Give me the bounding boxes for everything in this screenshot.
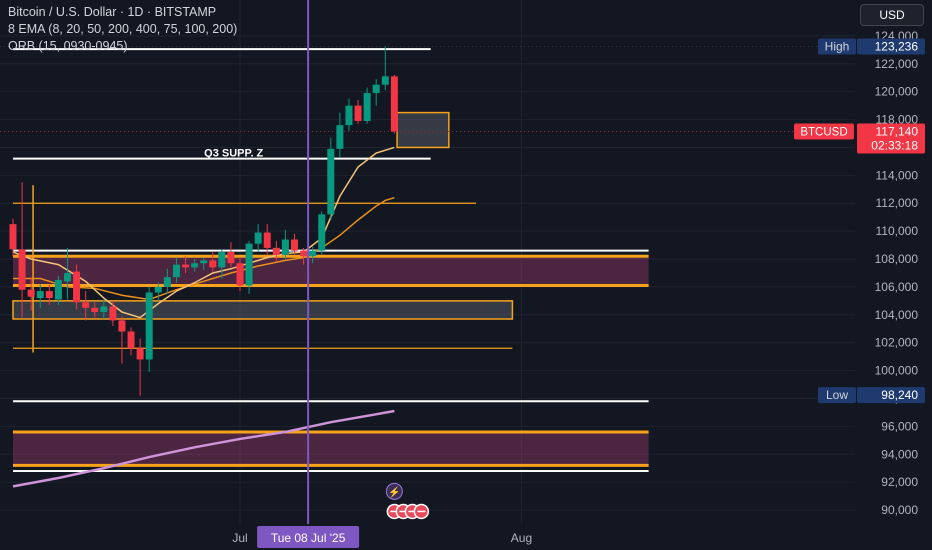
y-tick-label: 90,000 (881, 503, 918, 517)
candle-body (363, 93, 371, 121)
candle-body (73, 271, 81, 303)
last-price-tag (857, 123, 925, 154)
symbol-tag-label: BTCUSD (800, 127, 847, 139)
y-tick-label: 112,000 (876, 196, 919, 210)
candle-body (390, 76, 398, 132)
candle-body (309, 250, 317, 257)
candle-body (109, 306, 117, 321)
range-box (12, 300, 514, 320)
high-tag-label: High (825, 40, 850, 54)
candle-body (345, 105, 353, 126)
candle-body (354, 105, 362, 121)
symbol-title[interactable]: Bitcoin / U.S. Dollar · 1D · BITSTAMP (8, 5, 217, 19)
candle-body (63, 272, 71, 282)
candle-body (82, 302, 90, 308)
high-tag (818, 38, 856, 55)
candle-body (18, 249, 26, 290)
candle-body (54, 279, 62, 300)
candle-body (272, 247, 280, 255)
y-tick-label: 102,000 (875, 336, 919, 350)
ema-mid-line (13, 196, 395, 301)
x-tick-label: Jul (232, 531, 247, 545)
candle-body (281, 239, 289, 255)
low-value-tag (857, 387, 925, 404)
ai-event-icon (385, 482, 403, 500)
currency-button[interactable]: USD (860, 4, 924, 26)
candle-body (136, 348, 144, 360)
candle-body (327, 148, 335, 215)
y-tick-label: 92,000 (881, 475, 918, 489)
candle-body (27, 289, 35, 297)
y-tick-label: 122,000 (875, 57, 919, 71)
candle-body (154, 286, 162, 293)
countdown-timer: 02:33:18 (871, 139, 918, 153)
low-tag-label: Low (826, 388, 848, 402)
candle-body (372, 84, 380, 94)
support-zone (13, 256, 649, 286)
candle-body (263, 232, 271, 248)
y-tick-label: 106,000 (875, 280, 919, 294)
y-tick-label: 120,000 (875, 85, 919, 99)
crosshair-date-tag (257, 526, 360, 548)
candle-body (163, 277, 171, 287)
candle-body (118, 320, 126, 332)
candle-body (45, 291, 53, 299)
candle-body (236, 263, 244, 286)
price-axis-background (855, 0, 932, 550)
candle-body (209, 260, 217, 268)
candle-body (172, 264, 180, 278)
candle-body (91, 307, 99, 313)
x-tick-label: Aug (511, 531, 532, 545)
symbol-tag (794, 123, 854, 140)
y-tick-label: 100,000 (875, 364, 919, 378)
annotation-label: Q3 SUPP. Z (204, 147, 263, 159)
candle-body (200, 260, 208, 264)
candle-body (290, 239, 298, 251)
candle-body (191, 263, 199, 268)
candle-body (318, 214, 326, 251)
candle-body (145, 292, 153, 360)
last-price-value: 117,140 (876, 125, 919, 139)
y-tick-label: 110,000 (876, 224, 919, 238)
candle-body (100, 306, 108, 313)
candle-body (218, 252, 226, 268)
ema-indicator-legend[interactable]: 8 EMA (8, 20, 50, 200, 400, 75, 100, 200… (8, 22, 238, 36)
time-axis-background (0, 524, 932, 550)
y-tick-label: 96,000 (881, 419, 918, 433)
candle-body (127, 331, 135, 349)
y-tick-label: 114,000 (876, 168, 919, 182)
range-box (396, 111, 450, 149)
crosshair-date-label: Tue 08 Jul '25 (271, 531, 346, 545)
candle-body (245, 243, 253, 286)
low-value: 98,240 (881, 388, 918, 402)
y-tick-label: 94,000 (881, 447, 918, 461)
candle-body (336, 125, 344, 149)
y-tick-label: 118,000 (876, 113, 919, 127)
ema-200-line (12, 409, 395, 488)
orb-indicator-legend[interactable]: ORB (15, 0930-0945) (8, 39, 128, 53)
low-tag (818, 387, 856, 404)
candle-body (227, 252, 235, 264)
candle-body (9, 224, 17, 250)
candle-body (300, 250, 308, 257)
lightning-icon: ⚡ (388, 485, 400, 498)
high-value: 123,236 (875, 40, 919, 54)
high-value-tag (857, 38, 925, 55)
y-tick-label: 104,000 (875, 308, 919, 322)
candle-body (381, 76, 389, 85)
candle-body (36, 291, 44, 299)
candle-body (254, 232, 262, 244)
support-zone (13, 431, 649, 466)
y-tick-label: 108,000 (875, 252, 919, 266)
candle-body (182, 264, 190, 268)
